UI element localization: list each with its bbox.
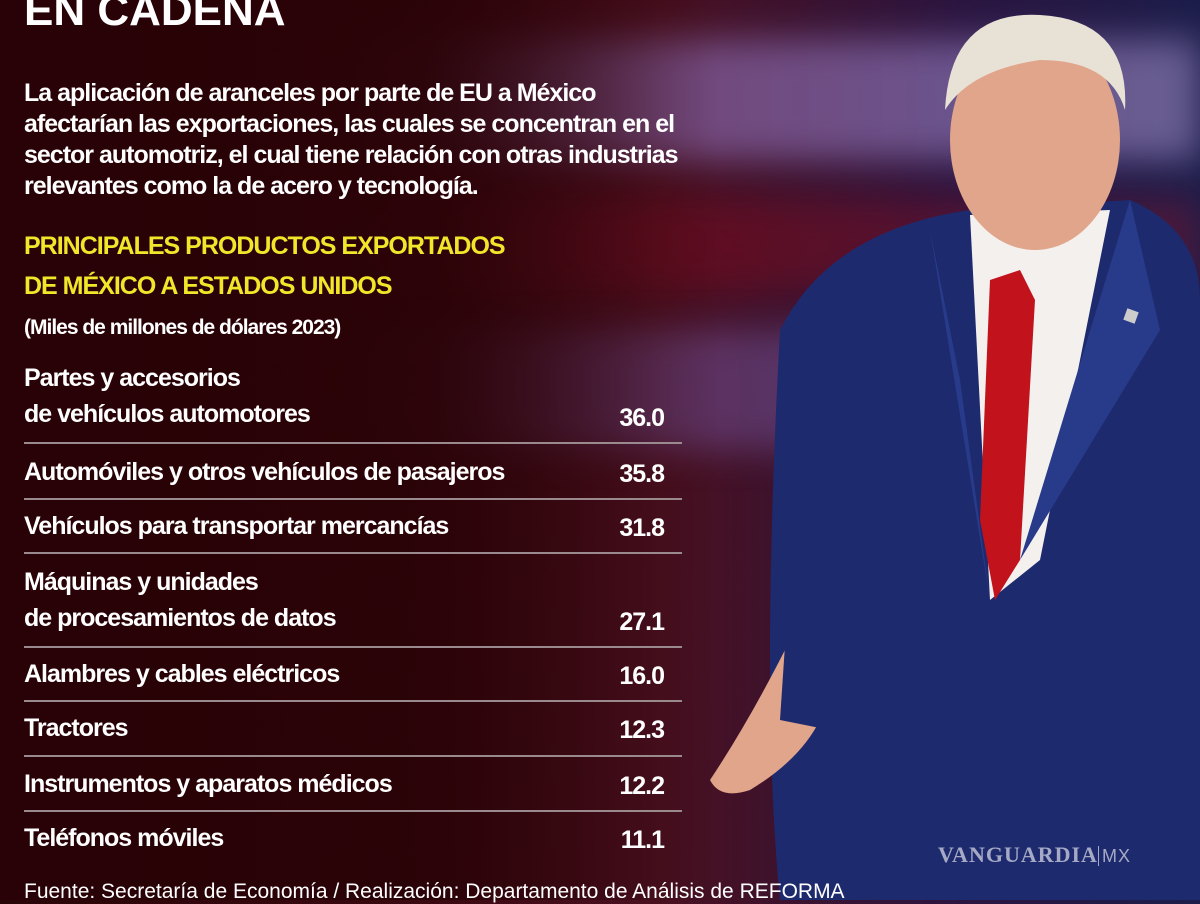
row-label: Partes y accesorios: [24, 364, 241, 392]
row-value: 31.8: [619, 514, 665, 542]
row-label: Teléfonos móviles: [24, 824, 224, 852]
table-row: Tractores 12.3: [24, 710, 682, 748]
row-label: Alambres y cables eléctricos: [24, 660, 340, 688]
table-row: Teléfonos móviles 11.1: [24, 820, 682, 858]
table-row: Máquinas y unidades de procesamientos de …: [24, 564, 682, 640]
row-value: 12.3: [619, 716, 665, 744]
row-label: Instrumentos y aparatos médicos: [24, 770, 393, 798]
table-row: Alambres y cables eléctricos 16.0: [24, 656, 682, 694]
table-row: Instrumentos y aparatos médicos 12.2: [24, 766, 682, 804]
row-value: 27.1: [619, 608, 665, 636]
person-photo: [710, 14, 1200, 900]
row-label: Tractores: [24, 714, 129, 742]
table-heading-line1: PRINCIPALES PRODUCTOS EXPORTADOS: [24, 232, 506, 260]
row-divider: [24, 810, 682, 812]
row-label: Vehículos para transportar mercancías: [24, 512, 449, 540]
watermark-logo: VANGUARDIA MX: [938, 842, 1131, 867]
row-label: de vehículos automotores: [24, 400, 311, 428]
row-label: Máquinas y unidades: [24, 568, 259, 596]
row-divider: [24, 646, 682, 648]
row-value: 35.8: [619, 460, 665, 488]
row-value: 16.0: [619, 662, 665, 690]
row-label: de procesamientos de datos: [24, 604, 337, 632]
row-divider: [24, 700, 682, 702]
intro-paragraph: La aplicación de aranceles por parte de …: [24, 79, 678, 200]
row-divider: [24, 552, 682, 554]
row-divider: [24, 498, 682, 500]
table-row: Partes y accesorios de vehículos automoto…: [24, 360, 682, 436]
table-unit: (Miles de millones de dólares 2023): [24, 316, 341, 339]
row-value: 11.1: [620, 826, 665, 854]
source-note: Fuente: Secretaría de Economía / Realiza…: [24, 880, 845, 903]
page-title: EN CADENA: [24, 0, 286, 35]
row-value: 36.0: [619, 404, 665, 432]
table-heading-line2: DE MÉXICO A ESTADOS UNIDOS: [24, 272, 393, 300]
row-value: 12.2: [619, 772, 665, 800]
row-label: Automóviles y otros vehículos de pasajer…: [24, 458, 505, 486]
row-divider: [24, 442, 682, 444]
row-divider: [24, 755, 682, 757]
text-backdrop: [0, 0, 720, 900]
table-row: Automóviles y otros vehículos de pasajer…: [24, 454, 682, 492]
table-row: Vehículos para transportar mercancías 31.…: [24, 508, 682, 546]
